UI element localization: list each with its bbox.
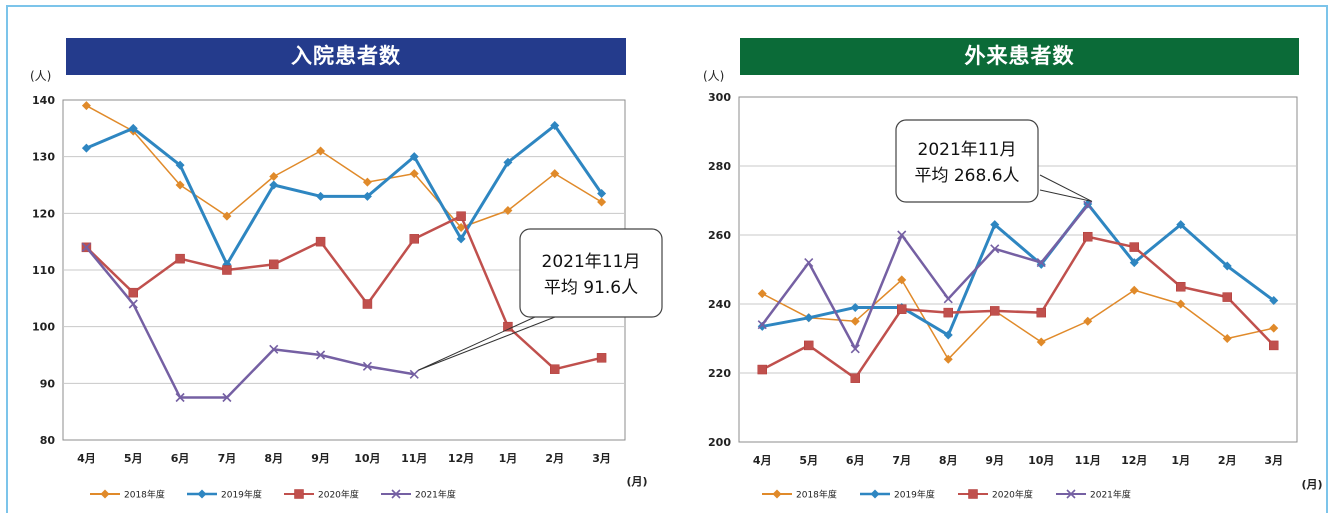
data-point [597, 197, 607, 207]
callout-pointer [418, 316, 536, 371]
chart-banner-outpatients: 外来患者数 [740, 38, 1299, 75]
legend-marker [294, 489, 304, 499]
data-point [269, 259, 279, 270]
data-point [456, 211, 466, 221]
x-tick-label: 2月 [545, 452, 564, 465]
data-point [409, 152, 419, 162]
series-line [85, 214, 602, 371]
series-line [85, 246, 415, 399]
legend-label: 2020年度 [318, 489, 359, 501]
data-point [550, 121, 560, 130]
data-point [503, 206, 513, 215]
x-tick-label: 12月 [448, 452, 474, 465]
series-line [85, 124, 603, 266]
data-point [315, 236, 326, 247]
y-tick-label: 110 [32, 264, 55, 277]
data-point [362, 177, 372, 187]
data-point [316, 146, 326, 156]
data-point [456, 234, 466, 244]
y-tick-label: 140 [32, 94, 55, 107]
data-point [316, 350, 326, 360]
data-point [269, 344, 279, 354]
legend: 2018年度 2019年度 2020年度 2021年度 [90, 489, 456, 501]
x-tick-label: 8月 [264, 452, 283, 465]
legend-marker [100, 489, 110, 499]
data-point [596, 353, 607, 363]
y-tick-label: 80 [40, 434, 56, 447]
x-tick-label: 9月 [311, 452, 330, 465]
data-point [81, 143, 91, 153]
y-tick-label: 120 [32, 207, 55, 220]
x-tick-label: 7月 [218, 452, 237, 465]
data-point [362, 191, 372, 201]
data-point [456, 223, 466, 232]
x-tick-label: 6月 [171, 452, 190, 465]
y-tick-label: 130 [32, 151, 55, 164]
data-point [128, 123, 138, 133]
x-unit-label: (月) [626, 475, 647, 488]
legend-label: 2018年度 [124, 489, 165, 501]
x-tick-label: 4月 [77, 452, 96, 465]
callout-pointer [418, 316, 556, 371]
data-point [128, 287, 138, 298]
legend-label: 2021年度 [415, 489, 456, 501]
callout-box [519, 228, 663, 318]
data-point [175, 180, 185, 190]
data-point [409, 234, 419, 244]
data-point [550, 169, 560, 179]
series-2021年度 [81, 242, 419, 403]
series-2020年度 [81, 211, 607, 374]
data-point [269, 172, 279, 181]
data-point [81, 242, 91, 252]
data-point [269, 180, 279, 190]
callout-text: 2021年11月 [542, 252, 641, 272]
x-tick-label: 3月 [592, 452, 611, 465]
data-point [175, 392, 185, 403]
chart-banner-inpatients: 入院患者数 [66, 38, 626, 75]
x-tick-label: 1月 [499, 452, 518, 465]
data-point [362, 361, 372, 371]
data-point [503, 321, 513, 332]
legend-marker [197, 489, 207, 499]
legend-marker [391, 489, 401, 499]
data-point [81, 101, 91, 111]
callout-text: 平均 91.6人 [544, 278, 638, 298]
data-point [409, 169, 419, 179]
data-point [128, 299, 138, 309]
data-point [550, 364, 560, 374]
x-tick-label: 11月 [401, 452, 427, 465]
data-point [409, 369, 419, 379]
data-point [362, 299, 373, 309]
y-tick-label: 100 [32, 321, 55, 334]
data-point [316, 191, 326, 201]
x-tick-label: 5月 [124, 452, 143, 465]
data-point [222, 392, 232, 403]
series-line [86, 105, 602, 229]
data-point [222, 265, 232, 275]
data-point [175, 253, 185, 264]
x-tick-label: 10月 [354, 452, 380, 465]
series-2019年度 [81, 121, 607, 269]
data-point [597, 189, 607, 198]
legend-label: 2019年度 [221, 489, 262, 501]
y-unit-label: (人) [30, 69, 51, 83]
y-tick-label: 90 [40, 377, 56, 390]
data-point [503, 157, 513, 167]
data-point [175, 160, 185, 170]
data-point [222, 211, 232, 221]
